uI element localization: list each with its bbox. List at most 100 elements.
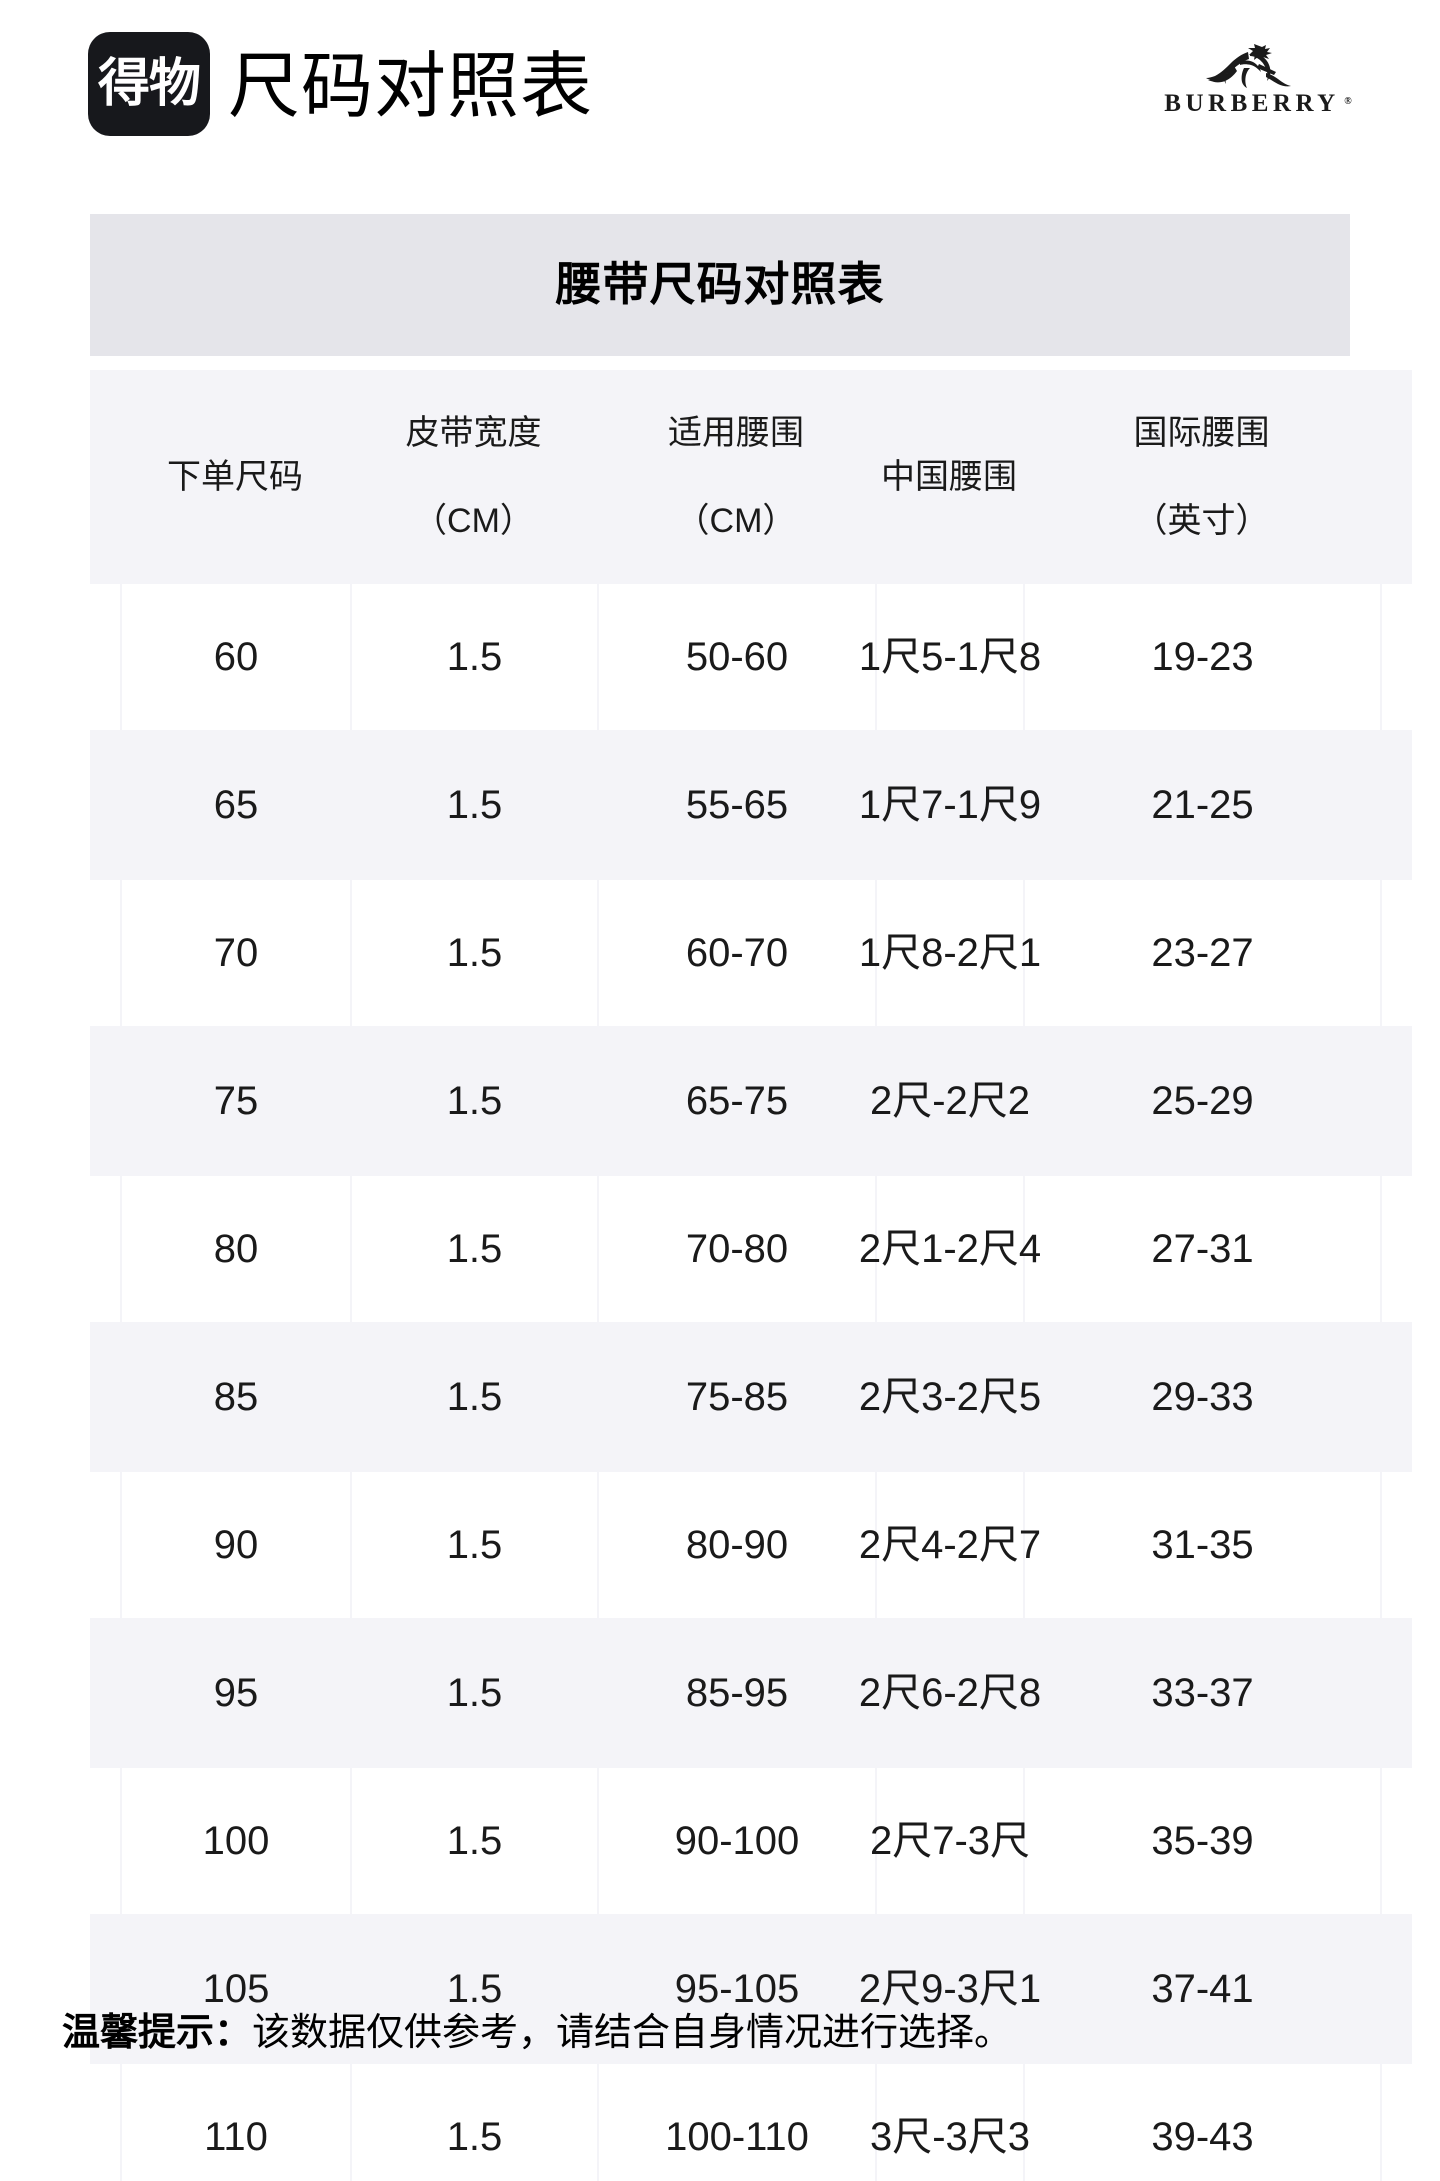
cell-order-size-value: 60: [213, 635, 259, 679]
cell-order-size-value: 70: [213, 931, 259, 975]
cell-belt-width: 1.5: [350, 1472, 597, 1620]
cell-fit-waist-cm: 75-85: [597, 1324, 875, 1472]
cell-order-size: 95: [120, 1620, 350, 1768]
section-title-band: 腰带尺码对照表: [90, 214, 1350, 356]
cell-china-waist: 2尺7-3尺: [870, 1768, 1030, 1916]
cell-china-waist-value: 2尺4-2尺7: [858, 1523, 1042, 1567]
cell-belt-width: 1.5: [350, 732, 597, 880]
cell-belt-width: 1.5: [350, 584, 597, 732]
cell-intl-waist-value: 37-41: [1151, 1967, 1254, 2011]
cell-belt-width-value: 1.5: [446, 1967, 503, 2011]
table-pad-right: [1380, 1768, 1412, 1916]
column-header-fit-waist-cm: 适用腰围 （CM）: [597, 370, 875, 584]
cell-intl-waist-value: 27-31: [1151, 1227, 1254, 1271]
table-pad-left: [90, 370, 120, 584]
cell-china-waist: 2尺-2尺2: [870, 1028, 1030, 1176]
column-header-intl-waist-line2: （英寸）: [1133, 502, 1270, 540]
column-header-belt-width-line2: （CM）: [413, 502, 534, 540]
cell-belt-width-value: 1.5: [446, 783, 503, 827]
cell-intl-waist: 31-35: [1023, 1472, 1380, 1620]
cell-intl-waist-value: 33-37: [1151, 1671, 1254, 1715]
table-row: 90 1.5 80-90 2尺4-2尺7 31-35: [90, 1472, 1412, 1620]
table-row: 105 1.5 95-105 2尺9-3尺1 37-41: [90, 1916, 1412, 2064]
cell-china-waist: 3尺-3尺3: [870, 2064, 1030, 2181]
cell-fit-waist-cm: 85-95: [597, 1620, 875, 1768]
cell-order-size: 65: [120, 732, 350, 880]
cell-order-size-value: 100: [202, 1819, 270, 1863]
cell-belt-width-value: 1.5: [446, 1671, 503, 1715]
cell-intl-waist: 39-43: [1023, 2064, 1380, 2181]
cell-china-waist: 1尺5-1尺8: [859, 584, 1041, 732]
table-pad-left: [90, 1916, 120, 2064]
cell-fit-waist-cm: 50-60: [597, 584, 875, 732]
cell-order-size-value: 75: [213, 1079, 259, 1123]
cell-order-size-value: 110: [204, 2115, 268, 2159]
cell-order-size-value: 65: [213, 783, 259, 827]
cell-belt-width-value: 1.5: [446, 1375, 503, 1419]
cell-intl-waist-value: 23-27: [1151, 931, 1254, 975]
cell-belt-width-value: 1.5: [446, 2115, 503, 2159]
table-row: 100 1.5 90-100 2尺7-3尺 35-39: [90, 1768, 1412, 1916]
page-title: 尺码对照表: [228, 47, 594, 127]
cell-order-size: 80: [120, 1176, 350, 1324]
cell-order-size: 75: [120, 1028, 350, 1176]
cell-china-waist: 2尺1-2尺4: [858, 1176, 1042, 1324]
cell-fit-waist-cm: 55-65: [597, 732, 875, 880]
cell-intl-waist-value: 21-25: [1151, 783, 1254, 827]
cell-china-waist: 2尺4-2尺7: [858, 1472, 1042, 1620]
table-row: 85 1.5 75-85 2尺3-2尺5 29-33: [90, 1324, 1412, 1472]
burberry-logo: BURBERRY ®: [1152, 44, 1352, 136]
cell-order-size-value: 85: [213, 1375, 259, 1419]
column-header-intl-waist-line1: 国际腰围: [1133, 414, 1270, 452]
cell-belt-width-value: 1.5: [446, 1079, 503, 1123]
table-row: 110 1.5 100-110 3尺-3尺3 39-43: [90, 2064, 1412, 2181]
cell-china-waist: 2尺6-2尺8: [859, 1620, 1041, 1768]
cell-intl-waist: 29-33: [1023, 1324, 1380, 1472]
cell-china-waist-value: 2尺9-3尺1: [858, 1967, 1042, 2011]
cell-order-size: 85: [120, 1324, 350, 1472]
table-pad-left: [90, 1620, 120, 1768]
cell-belt-width-value: 1.5: [446, 1819, 503, 1863]
cell-belt-width-value: 1.5: [446, 635, 503, 679]
burberry-wordmark-text: BURBERRY: [1164, 90, 1340, 117]
table-pad-left: [90, 880, 120, 1028]
cell-belt-width: 1.5: [350, 1620, 597, 1768]
cell-belt-width-value: 1.5: [446, 1523, 503, 1567]
burberry-wordmark: BURBERRY ®: [1164, 90, 1351, 118]
cell-china-waist-value: 2尺1-2尺4: [858, 1227, 1042, 1271]
footnote-body: 该数据仅供参考，请结合自身情况进行选择。: [252, 2012, 1013, 2054]
table-row: 75 1.5 65-75 2尺-2尺2 25-29: [90, 1028, 1412, 1176]
table-pad-right: [1380, 1324, 1412, 1472]
cell-fit-waist-cm-value: 50-60: [685, 635, 789, 679]
cell-fit-waist-cm-value: 85-95: [685, 1671, 789, 1715]
table-pad-left: [90, 1324, 120, 1472]
cell-fit-waist-cm: 70-80: [597, 1176, 875, 1324]
column-header-fit-waist-cm-line1: 适用腰围: [668, 414, 804, 452]
column-header-belt-width-line1: 皮带宽度: [405, 414, 542, 452]
table-pad-left: [90, 1472, 120, 1620]
table-row: 60 1.5 50-60 1尺5-1尺8 19-23: [90, 584, 1412, 732]
cell-fit-waist-cm: 95-105: [597, 1916, 875, 2064]
table-pad-right: [1380, 1916, 1412, 2064]
cell-belt-width: 1.5: [350, 880, 597, 1028]
table-pad-right: [1380, 584, 1412, 732]
cell-belt-width: 1.5: [350, 1916, 597, 2064]
cell-order-size: 90: [120, 1472, 350, 1620]
cell-china-waist-value: 2尺3-2尺5: [858, 1375, 1042, 1419]
cell-belt-width: 1.5: [350, 2064, 597, 2181]
column-header-fit-waist-cm-line2: （CM）: [675, 502, 797, 540]
table-pad-right: [1380, 1028, 1412, 1176]
cell-intl-waist: 35-39: [1023, 1768, 1380, 1916]
table-pad-right: [1380, 880, 1412, 1028]
cell-fit-waist-cm: 60-70: [597, 880, 875, 1028]
footnote: 温馨提示：该数据仅供参考，请结合自身情况进行选择。: [62, 2007, 1382, 2059]
cell-belt-width: 1.5: [350, 1768, 597, 1916]
column-header-intl-waist: 国际腰围 （英寸）: [1023, 370, 1380, 584]
cell-china-waist-value: 1尺8-2尺1: [858, 931, 1042, 975]
footnote-label: 温馨提示：: [62, 2012, 253, 2054]
cell-fit-waist-cm: 80-90: [597, 1472, 875, 1620]
cell-order-size: 70: [120, 880, 350, 1028]
cell-fit-waist-cm-value: 80-90: [685, 1523, 789, 1567]
cell-intl-waist: 27-31: [1023, 1176, 1380, 1324]
column-header-china-waist-line1: 中国腰围: [881, 458, 1017, 496]
